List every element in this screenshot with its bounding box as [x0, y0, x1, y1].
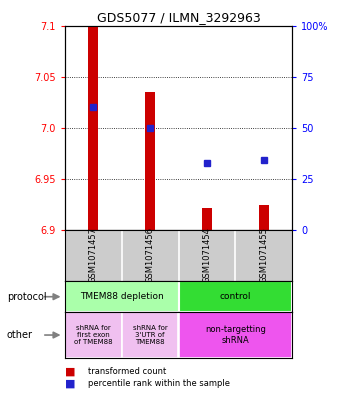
Text: ■: ■ — [65, 366, 75, 376]
Title: GDS5077 / ILMN_3292963: GDS5077 / ILMN_3292963 — [97, 11, 260, 24]
Text: percentile rank within the sample: percentile rank within the sample — [88, 379, 231, 387]
Text: TMEM88 depletion: TMEM88 depletion — [80, 292, 164, 301]
Bar — [259, 206, 269, 230]
Text: control: control — [220, 292, 251, 301]
Text: transformed count: transformed count — [88, 367, 167, 376]
Text: GSM1071455: GSM1071455 — [259, 228, 268, 283]
Bar — [145, 92, 155, 230]
Text: GSM1071454: GSM1071454 — [203, 228, 211, 283]
Bar — [121, 312, 178, 358]
Bar — [65, 281, 178, 312]
Text: non-targetting
shRNA: non-targetting shRNA — [205, 325, 266, 345]
Bar — [65, 312, 121, 358]
Bar — [178, 312, 292, 358]
Text: protocol: protocol — [7, 292, 47, 302]
Text: shRNA for
3'UTR of
TMEM88: shRNA for 3'UTR of TMEM88 — [133, 325, 167, 345]
Bar — [202, 208, 212, 230]
Bar — [178, 281, 292, 312]
Text: GSM1071456: GSM1071456 — [146, 228, 154, 283]
Text: other: other — [7, 330, 33, 340]
Text: ■: ■ — [65, 378, 75, 388]
Text: shRNA for
first exon
of TMEM88: shRNA for first exon of TMEM88 — [74, 325, 113, 345]
Bar — [88, 26, 98, 230]
Text: GSM1071457: GSM1071457 — [89, 228, 98, 283]
